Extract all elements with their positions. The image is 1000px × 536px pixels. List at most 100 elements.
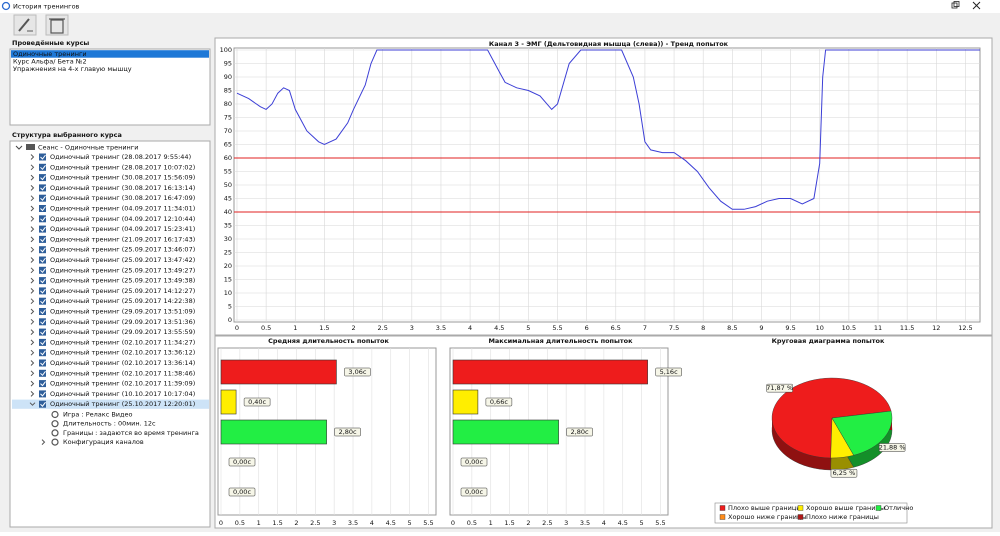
title-bar (0, 0, 1000, 13)
chart-title: Максимальная длительность попыток (488, 337, 633, 345)
checkbox[interactable] (39, 277, 46, 285)
session-item[interactable]: Одиночный тренинг (29.09.2017 13:51:36) (50, 318, 195, 326)
tree-root[interactable]: Сеанс - Одиночные тренинги (38, 144, 138, 152)
y-tick-label: 25 (224, 249, 232, 257)
checkbox[interactable] (39, 400, 46, 408)
session-item[interactable]: Одиночный тренинг (02.10.2017 11:39:09) (50, 380, 195, 388)
session-item[interactable]: Одиночный тренинг (29.09.2017 13:51:09) (50, 308, 195, 316)
check (40, 360, 46, 366)
y-tick-label: 45 (224, 195, 232, 203)
checkbox[interactable] (39, 328, 46, 336)
checkbox[interactable] (39, 256, 46, 264)
courses-title: Проведённые курсы (12, 39, 89, 47)
legend (714, 502, 908, 524)
value-label: 21,88 % (879, 444, 906, 452)
window-title: История тренингов (13, 3, 80, 11)
x-tick-label: 0 (235, 324, 239, 332)
checkbox[interactable] (39, 390, 46, 398)
x-tick-label: 0.5 (467, 519, 477, 527)
value-label: 2,80с (339, 428, 357, 436)
checkbox[interactable] (39, 246, 46, 254)
session-item[interactable]: Одиночный тренинг (25.09.2017 13:47:42) (50, 256, 195, 264)
check (40, 257, 46, 263)
check (40, 381, 46, 387)
expand-arrow (30, 339, 35, 346)
bar (452, 359, 648, 385)
x-tick-label: 1.5 (319, 324, 329, 332)
session-item[interactable]: Одиночный тренинг (04.09.2017 12:10:44) (50, 215, 195, 223)
value-label-box (766, 383, 793, 393)
edit-button[interactable] (13, 14, 37, 36)
session-item[interactable]: Одиночный тренинг (25.09.2017 13:49:27) (50, 266, 195, 274)
checkbox[interactable] (39, 174, 46, 182)
session-item[interactable]: Одиночный тренинг (04.09.2017 15:23:41) (50, 225, 195, 233)
session-item[interactable]: Одиночный тренинг (21.09.2017 16:17:43) (50, 235, 195, 243)
session-item[interactable]: Одиночный тренинг (28.08.2017 10:07:02) (50, 163, 195, 171)
checkbox[interactable] (39, 225, 46, 233)
chart-title: Средняя длительность попыток (268, 337, 389, 345)
checkbox[interactable] (39, 266, 46, 274)
y-tick-label: 60 (224, 154, 232, 162)
x-tick-label: 5.5 (552, 324, 562, 332)
session-item[interactable]: Одиночный тренинг (02.10.2017 11:38:46) (50, 369, 195, 377)
check (40, 350, 46, 356)
session-item[interactable]: Одиночный тренинг (28.08.2017 9:55:44) (50, 153, 191, 161)
checkbox[interactable] (39, 338, 46, 346)
collapse-arrow (29, 402, 36, 406)
check (40, 226, 46, 232)
value-label: 71,87 % (766, 384, 793, 392)
session-item[interactable]: Одиночный тренинг (10.10.2017 10:17:04) (50, 390, 195, 398)
x-tick-label: 2 (294, 519, 298, 527)
checkbox[interactable] (39, 380, 46, 388)
session-item[interactable]: Одиночный тренинг (30.08.2017 16:47:09) (50, 194, 195, 202)
checkbox[interactable] (39, 318, 46, 326)
checkbox[interactable] (39, 194, 46, 202)
x-tick-label: 8.5 (727, 324, 737, 332)
session-item[interactable]: Одиночный тренинг (30.08.2017 16:13:14) (50, 184, 195, 192)
course-item[interactable]: Упражнения на 4-х главую мышцу (13, 65, 132, 73)
session-item[interactable]: Одиночный тренинг (25.09.2017 14:12:27) (50, 287, 195, 295)
check (40, 278, 46, 284)
session-item[interactable]: Одиночный тренинг (25.09.2017 14:22:38) (50, 297, 195, 305)
session-item[interactable]: Одиночный тренинг (29.09.2017 13:55:59) (50, 328, 195, 336)
restore-button[interactable] (951, 1, 960, 9)
session-item[interactable]: Одиночный тренинг (02.10.2017 13:36:14) (50, 359, 195, 367)
check (40, 165, 46, 171)
course-item[interactable]: Курс Альфа/ Бета №2 (13, 58, 87, 66)
legend-label: Плохо выше границы (728, 504, 801, 512)
checkbox[interactable] (39, 287, 46, 295)
session-item[interactable]: Одиночный тренинг (30.08.2017 15:56:09) (50, 174, 195, 182)
detail-icon (51, 438, 59, 446)
session-item[interactable]: Одиночный тренинг (25.09.2017 13:46:07) (50, 246, 195, 254)
x-tick-label: 10 (816, 324, 824, 332)
y-tick-label: 55 (224, 168, 232, 176)
checkbox[interactable] (39, 205, 46, 212)
close-button[interactable] (972, 1, 981, 10)
delete-button[interactable] (45, 14, 69, 36)
checkbox[interactable] (39, 359, 46, 367)
course-item[interactable]: Одиночные тренинги (13, 50, 87, 58)
session-item[interactable]: Одиночный тренинг (04.09.2017 11:34:01) (50, 205, 195, 213)
structure-title: Структура выбранного курса (12, 131, 122, 139)
checkbox[interactable] (39, 308, 46, 315)
session-item[interactable]: Одиночный тренинг (02.10.2017 11:34:27) (50, 338, 195, 346)
checkbox[interactable] (39, 297, 46, 305)
checkbox[interactable] (39, 184, 46, 192)
checkbox[interactable] (39, 369, 46, 377)
value-label: 0,40с (248, 398, 266, 406)
x-tick-label: 2.5 (310, 519, 320, 527)
x-tick-label: 3 (332, 519, 336, 527)
x-tick-label: 1.5 (504, 519, 514, 527)
session-item[interactable]: Одиночный тренинг (25.10.2017 12:20:01) (50, 400, 195, 408)
value-label-box (655, 367, 682, 377)
checkbox[interactable] (39, 153, 46, 161)
y-tick-label: 70 (224, 127, 232, 135)
value-label: 0,00с (465, 458, 483, 466)
checkbox[interactable] (39, 215, 46, 223)
checkbox[interactable] (39, 235, 46, 243)
session-item[interactable]: Одиночный тренинг (02.10.2017 13:36:12) (50, 349, 195, 357)
session-item[interactable]: Одиночный тренинг (25.09.2017 13:49:38) (50, 277, 195, 285)
checkbox[interactable] (39, 163, 46, 171)
checkbox[interactable] (39, 349, 46, 357)
